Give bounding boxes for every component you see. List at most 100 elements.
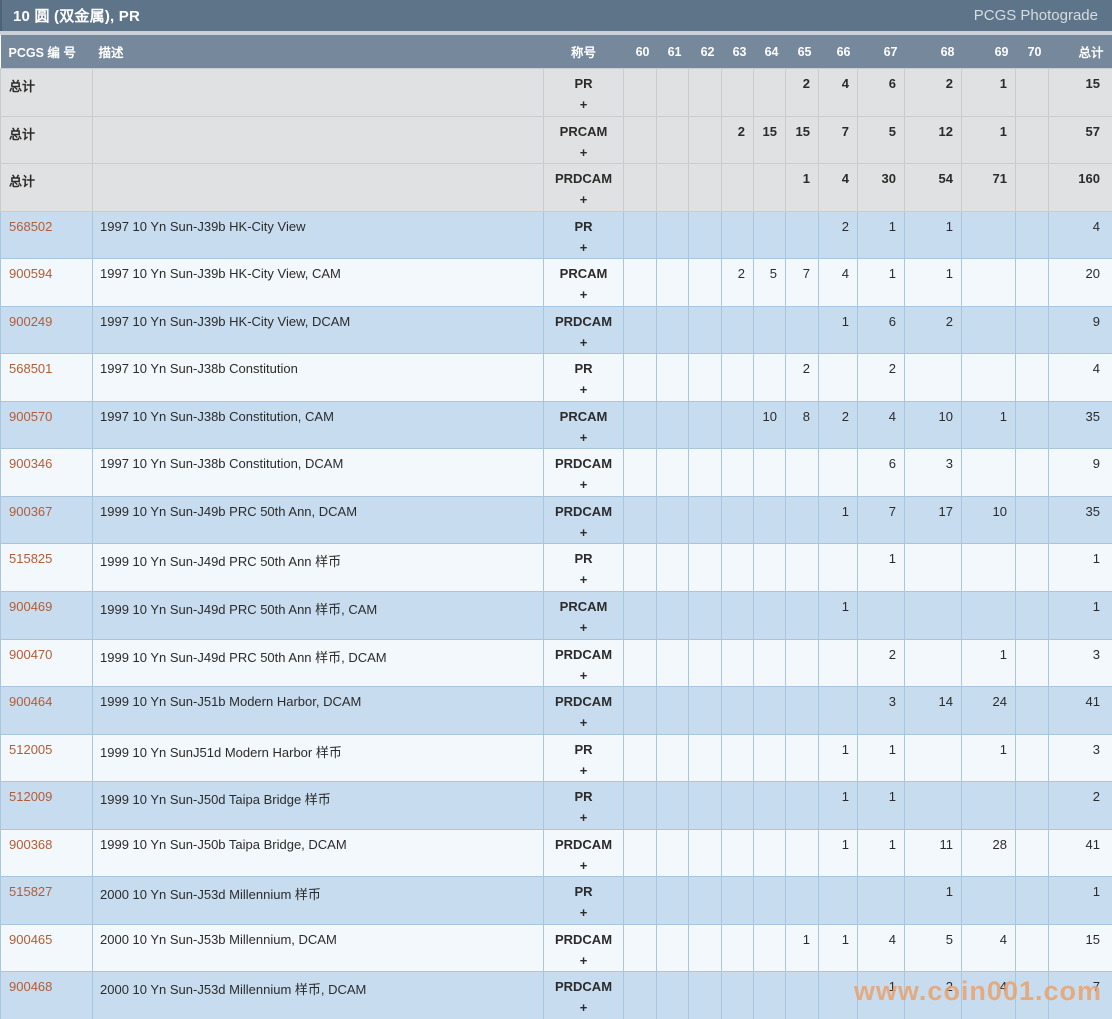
- plus-expander[interactable]: +: [579, 572, 588, 588]
- column-header-pcgs-no: PCGS 编 号: [0, 35, 93, 69]
- plus-expander[interactable]: +: [579, 429, 588, 445]
- grade-69-count: [961, 448, 1016, 497]
- grade-69-count: [961, 353, 1016, 402]
- pcgs-number-link[interactable]: 900470: [0, 638, 93, 688]
- grade-61-count: [656, 828, 689, 878]
- row-total-count: 15: [1048, 68, 1112, 117]
- grade-62-count: [688, 400, 722, 450]
- designation-label: PRDCAM: [554, 694, 613, 710]
- pcgs-number-link[interactable]: 900464: [0, 686, 93, 735]
- designation-cell: PRCAM +: [543, 258, 624, 307]
- pcgs-number-link[interactable]: 512005: [0, 733, 93, 783]
- pcgs-number-link[interactable]: 900570: [0, 400, 93, 450]
- grade-69-count: 4: [961, 971, 1016, 1019]
- row-total-count: 35: [1048, 400, 1112, 450]
- plus-expander[interactable]: +: [579, 334, 588, 350]
- plus-expander[interactable]: +: [579, 857, 588, 873]
- grade-68-count: 54: [904, 163, 962, 212]
- column-header-grade-69: 69: [961, 35, 1016, 69]
- grade-70-count: [1015, 305, 1049, 355]
- pcgs-number-link[interactable]: 900346: [0, 448, 93, 497]
- grade-64-count: [753, 686, 786, 735]
- grade-66-count: [818, 543, 858, 593]
- grade-64-count: [753, 68, 786, 117]
- plus-expander[interactable]: +: [579, 620, 588, 636]
- grade-70-count: [1015, 638, 1049, 688]
- plus-expander[interactable]: +: [579, 192, 588, 208]
- grade-64-count: [753, 353, 786, 402]
- grade-66-count: [818, 971, 858, 1019]
- grade-70-count: [1015, 353, 1049, 402]
- pcgs-number-link[interactable]: 900367: [0, 495, 93, 545]
- grade-61-count: [656, 68, 689, 117]
- table-row: 900465 2000 10 Yn Sun-J53b Millennium, DC…: [0, 923, 1112, 973]
- pcgs-number-link[interactable]: 900249: [0, 305, 93, 355]
- grade-62-count: [688, 353, 722, 402]
- designation-label: PRDCAM: [554, 931, 613, 947]
- plus-expander[interactable]: +: [579, 667, 588, 683]
- plus-expander[interactable]: +: [579, 144, 588, 160]
- grade-65-count: [785, 543, 819, 593]
- row-total-count: 57: [1048, 115, 1112, 165]
- grade-68-count: 1: [904, 876, 962, 925]
- grade-66-count: 4: [818, 163, 858, 212]
- plus-expander[interactable]: +: [579, 715, 588, 731]
- grade-67-count: 2: [857, 638, 905, 688]
- grade-68-count: 1: [904, 210, 962, 260]
- designation-cell: PRDCAM +: [543, 495, 624, 545]
- grade-61-count: [656, 686, 689, 735]
- pcgs-number-link[interactable]: 900594: [0, 258, 93, 307]
- column-header-grade-61: 61: [656, 35, 689, 69]
- plus-expander[interactable]: +: [579, 762, 588, 778]
- plus-expander[interactable]: +: [579, 1000, 588, 1016]
- table-row: 515827 2000 10 Yn Sun-J53d Millennium 样币 P…: [0, 876, 1112, 925]
- plus-expander[interactable]: +: [579, 382, 588, 398]
- table-row: 568501 1997 10 Yn Sun-J38b Constitution PR…: [0, 353, 1112, 402]
- pcgs-number-link[interactable]: 515827: [0, 876, 93, 925]
- designation-cell: PRCAM +: [543, 115, 624, 165]
- pcgs-number-link[interactable]: 900469: [0, 591, 93, 640]
- grade-65-count: 15: [785, 115, 819, 165]
- grade-64-count: [753, 828, 786, 878]
- pcgs-number-link[interactable]: 512009: [0, 781, 93, 830]
- grade-69-count: 4: [961, 923, 1016, 973]
- grade-69-count: [961, 258, 1016, 307]
- plus-expander[interactable]: +: [579, 524, 588, 540]
- pcgs-number-link[interactable]: 900465: [0, 923, 93, 973]
- grade-66-count: [818, 638, 858, 688]
- grade-70-count: [1015, 781, 1049, 830]
- pcgs-number-link[interactable]: 568502: [0, 210, 93, 260]
- plus-expander[interactable]: +: [579, 810, 588, 826]
- grade-70-count: [1015, 923, 1049, 973]
- pcgs-number-link[interactable]: 900368: [0, 828, 93, 878]
- plus-expander[interactable]: +: [579, 239, 588, 255]
- pcgs-number-link[interactable]: 900468: [0, 971, 93, 1019]
- pcgs-number-link[interactable]: 515825: [0, 543, 93, 593]
- grade-62-count: [688, 68, 722, 117]
- designation-cell: PRDCAM +: [543, 686, 624, 735]
- grade-65-count: [785, 638, 819, 688]
- plus-expander[interactable]: +: [579, 952, 588, 968]
- grade-62-count: [688, 828, 722, 878]
- grade-68-count: [904, 353, 962, 402]
- table-row: 900464 1999 10 Yn Sun-J51b Modern Harbor,…: [0, 686, 1112, 735]
- grade-66-count: 2: [818, 210, 858, 260]
- table-body: 总计 PR +2 4 6 2 1 15 总计 PRCAM +2 15 15 7 5 12 1 57 总计 PRDCAM…: [0, 68, 1112, 1019]
- pcgs-number-link[interactable]: 568501: [0, 353, 93, 402]
- grade-60-count: [623, 591, 657, 640]
- designation-cell: PRDCAM +: [543, 305, 624, 355]
- grade-65-count: [785, 210, 819, 260]
- designation-label: PR: [574, 789, 593, 805]
- grade-61-count: [656, 353, 689, 402]
- grade-60-count: [623, 923, 657, 973]
- grade-70-count: [1015, 591, 1049, 640]
- grade-67-count: 4: [857, 923, 905, 973]
- grade-61-count: [656, 591, 689, 640]
- plus-expander[interactable]: +: [579, 905, 588, 921]
- grade-64-count: [753, 305, 786, 355]
- plus-expander[interactable]: +: [579, 477, 588, 493]
- designation-label: PRDCAM: [554, 456, 613, 472]
- plus-expander[interactable]: +: [579, 97, 588, 112]
- plus-expander[interactable]: +: [579, 287, 588, 303]
- designation-cell: PRDCAM +: [543, 828, 624, 878]
